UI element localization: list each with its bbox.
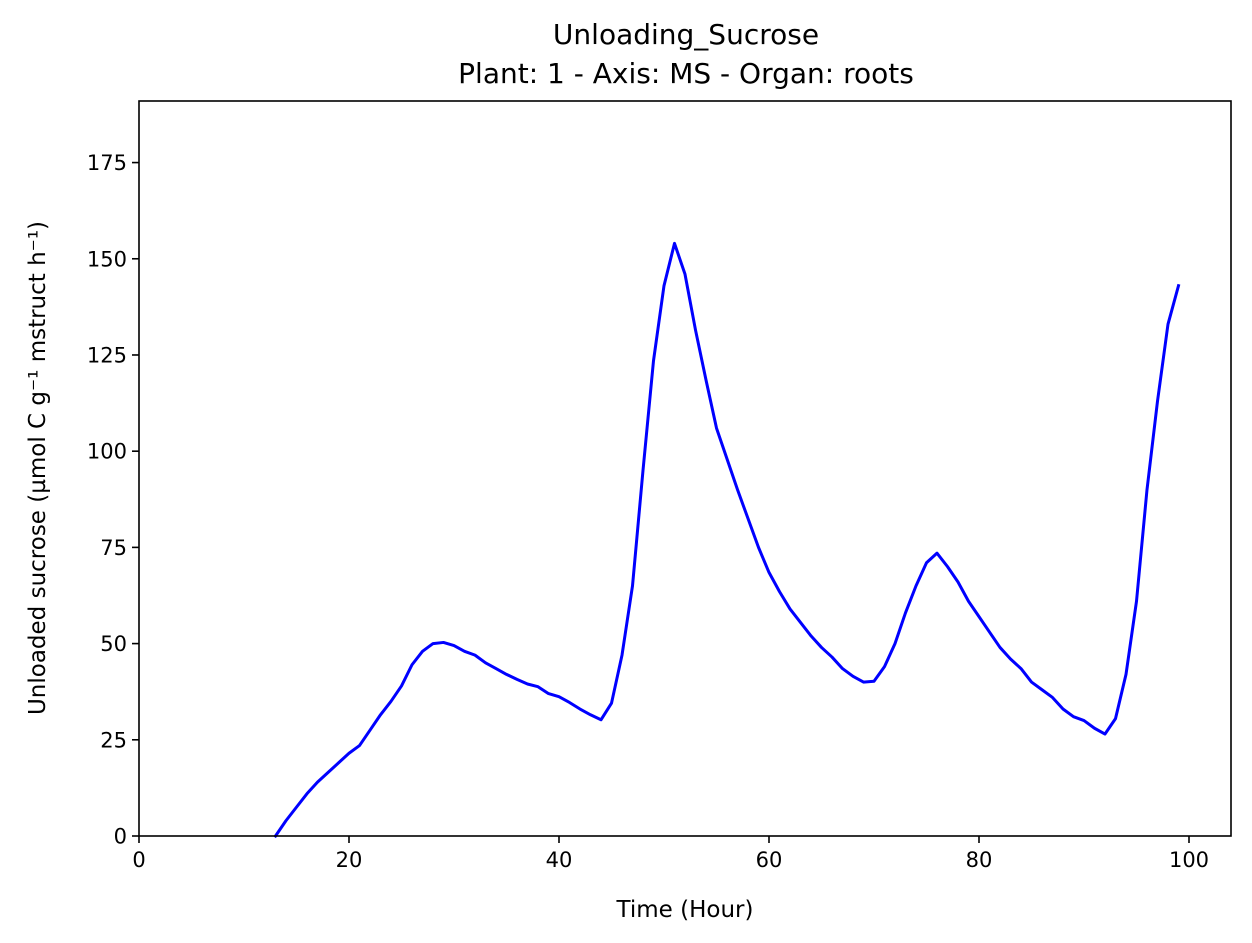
y-tick-label: 0 [114, 825, 127, 849]
x-tick-label: 100 [1169, 848, 1209, 872]
chart-subtitle: Plant: 1 - Axis: MS - Organ: roots [458, 57, 914, 90]
y-tick-label: 75 [100, 536, 127, 560]
y-tick-label: 150 [87, 247, 127, 271]
y-tick-label: 125 [87, 343, 127, 367]
y-axis-ticks: 0 25 50 75 100 125 150 175 [87, 151, 139, 849]
y-tick-label: 25 [100, 728, 127, 752]
x-axis-ticks: 0 20 40 60 80 100 [132, 836, 1209, 872]
x-tick-label: 20 [336, 848, 363, 872]
x-tick-label: 60 [756, 848, 783, 872]
x-tick-label: 0 [132, 848, 145, 872]
y-axis-label: Unloaded sucrose (µmol C g⁻¹ mstruct h⁻¹… [25, 221, 51, 715]
x-tick-label: 40 [546, 848, 573, 872]
x-tick-label: 80 [966, 848, 993, 872]
x-axis-label: Time (Hour) [616, 897, 754, 923]
series-line [273, 241, 1181, 839]
y-tick-label: 50 [100, 632, 127, 656]
y-tick-label: 175 [87, 151, 127, 175]
plot-frame [138, 100, 1232, 837]
chart-title: Unloading_Sucrose [553, 18, 819, 51]
y-tick-label: 100 [87, 440, 127, 464]
